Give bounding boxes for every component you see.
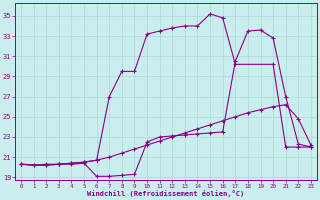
X-axis label: Windchill (Refroidissement éolien,°C): Windchill (Refroidissement éolien,°C) <box>87 190 244 197</box>
